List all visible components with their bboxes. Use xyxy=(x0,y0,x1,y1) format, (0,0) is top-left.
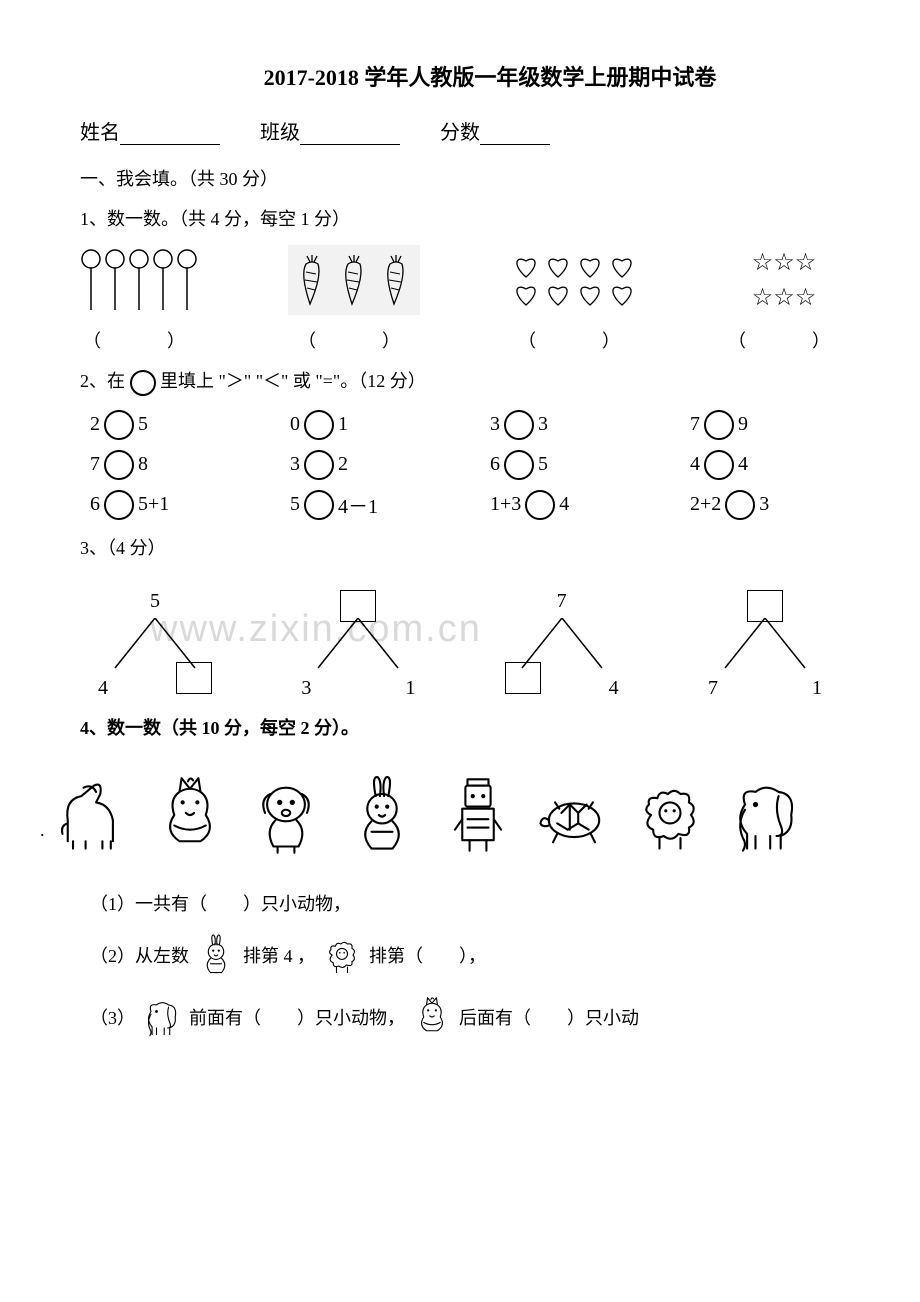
heart-icon xyxy=(574,281,606,307)
compare-cell: 32 xyxy=(290,450,430,480)
q1-col-hearts: （ ） xyxy=(510,245,638,353)
cat-icon xyxy=(409,994,455,1040)
heart-icon xyxy=(542,253,574,279)
compare-cell: 79 xyxy=(690,410,830,440)
circle-blank xyxy=(304,490,334,520)
circle-blank xyxy=(704,410,734,440)
q4-prompt: 4、数一数（共 10 分，每空 2 分）。 xyxy=(80,714,840,740)
lollipop-icon xyxy=(152,248,174,312)
q2-rows: 25 01 33 79 78 32 65 44 65+1 54－1 1+34 2+23 xyxy=(80,410,840,520)
horse-icon xyxy=(50,770,138,860)
elephant-icon xyxy=(139,994,185,1040)
heart-icon xyxy=(606,281,638,307)
lollipop-icon xyxy=(80,248,102,312)
circle-blank xyxy=(304,410,334,440)
dog-icon xyxy=(242,770,330,860)
heart-icon xyxy=(510,253,542,279)
circle-blank xyxy=(104,490,134,520)
elephant-icon xyxy=(722,770,810,860)
carrot-icon xyxy=(334,254,374,306)
compare-cell: 25 xyxy=(90,410,230,440)
rabbit-icon xyxy=(193,932,239,978)
carrot-icon xyxy=(376,254,416,306)
q1-prompt: 1、数一数。（共 4 分，每空 1 分） xyxy=(80,205,840,231)
star-row: ☆☆☆ xyxy=(752,283,817,312)
compare-cell: 01 xyxy=(290,410,430,440)
q4-sub2: （2）从左数 排第 4 ， 排第（ ）， xyxy=(90,932,840,978)
q2-prompt: 2、在 里填上 "＞" "＜" 或 "="。（12 分） xyxy=(80,367,840,396)
answer-blank: （ ） xyxy=(728,327,840,353)
sheep-icon xyxy=(626,770,714,860)
circle-blank xyxy=(725,490,755,520)
q3-bonds: 5 4 31 7 4 71 xyxy=(80,574,840,700)
circle-blank xyxy=(504,410,534,440)
circle-blank xyxy=(104,410,134,440)
heart-icon xyxy=(606,253,638,279)
dot: . xyxy=(40,820,45,841)
q1-col-lollipops: （ ） xyxy=(80,245,198,353)
lollipop-icon xyxy=(104,248,126,312)
compare-cell: 33 xyxy=(490,410,630,440)
animals-row xyxy=(50,770,840,860)
sheep-icon xyxy=(319,932,365,978)
circle-blank xyxy=(704,450,734,480)
heart-icon xyxy=(574,253,606,279)
q4-sub1: （1）一共有（ ）只小动物， xyxy=(90,890,840,916)
q1-col-stars: ☆☆☆ ☆☆☆ （ ） xyxy=(728,245,840,353)
q1-grid: （ ） （ ） （ ） xyxy=(80,245,840,353)
answer-blank: （ ） xyxy=(83,327,195,353)
number-bond: 31 xyxy=(283,590,433,700)
compare-cell: 54－1 xyxy=(290,490,430,520)
class-label: 班级 xyxy=(260,116,400,145)
score-label: 分数 xyxy=(440,116,550,145)
compare-cell: 2+23 xyxy=(690,490,830,520)
compare-cell: 44 xyxy=(690,450,830,480)
compare-cell: 1+34 xyxy=(490,490,630,520)
page-title: 2017-2018 学年人教版一年级数学上册期中试卷 xyxy=(140,60,840,92)
circle-icon xyxy=(130,370,156,396)
star-row: ☆☆☆ xyxy=(752,248,817,277)
q1-col-carrots: （ ） xyxy=(288,245,420,353)
heart-icon xyxy=(542,281,574,307)
number-bond: 5 4 xyxy=(80,590,230,700)
answer-blank: （ ） xyxy=(518,327,630,353)
circle-blank xyxy=(504,450,534,480)
circle-blank xyxy=(525,490,555,520)
lollipop-icon xyxy=(128,248,150,312)
circle-blank xyxy=(104,450,134,480)
rabbit-icon xyxy=(338,770,426,860)
circle-blank xyxy=(304,450,334,480)
q3-prompt: 3、（4 分） xyxy=(80,534,840,560)
robot-icon xyxy=(434,770,522,860)
compare-cell: 65 xyxy=(490,450,630,480)
carrot-icon xyxy=(292,254,332,306)
heart-icon xyxy=(510,281,542,307)
q4-sub3: （3） 前面有（ ）只小动物， 后面有（ ）只小动 xyxy=(90,994,840,1040)
compare-cell: 65+1 xyxy=(90,490,230,520)
header-row: 姓名 班级 分数 xyxy=(80,116,840,145)
section-1-title: 一、我会填。（共 30 分） xyxy=(80,165,840,191)
answer-blank: （ ） xyxy=(298,327,410,353)
compare-cell: 78 xyxy=(90,450,230,480)
lollipop-icon xyxy=(176,248,198,312)
name-label: 姓名 xyxy=(80,116,220,145)
number-bond: 71 xyxy=(690,590,840,700)
turtle-icon xyxy=(530,770,618,860)
cat-icon xyxy=(146,770,234,860)
number-bond: 7 4 xyxy=(487,590,637,700)
